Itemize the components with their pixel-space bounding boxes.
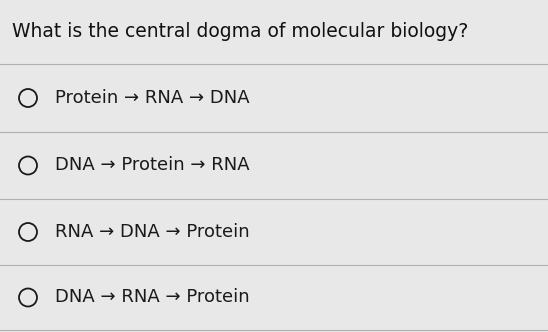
Text: RNA → DNA → Protein: RNA → DNA → Protein	[55, 223, 250, 241]
Text: DNA → RNA → Protein: DNA → RNA → Protein	[55, 289, 250, 306]
Text: DNA → Protein → RNA: DNA → Protein → RNA	[55, 156, 250, 175]
Text: What is the central dogma of molecular biology?: What is the central dogma of molecular b…	[12, 22, 468, 41]
Text: Protein → RNA → DNA: Protein → RNA → DNA	[55, 89, 250, 107]
